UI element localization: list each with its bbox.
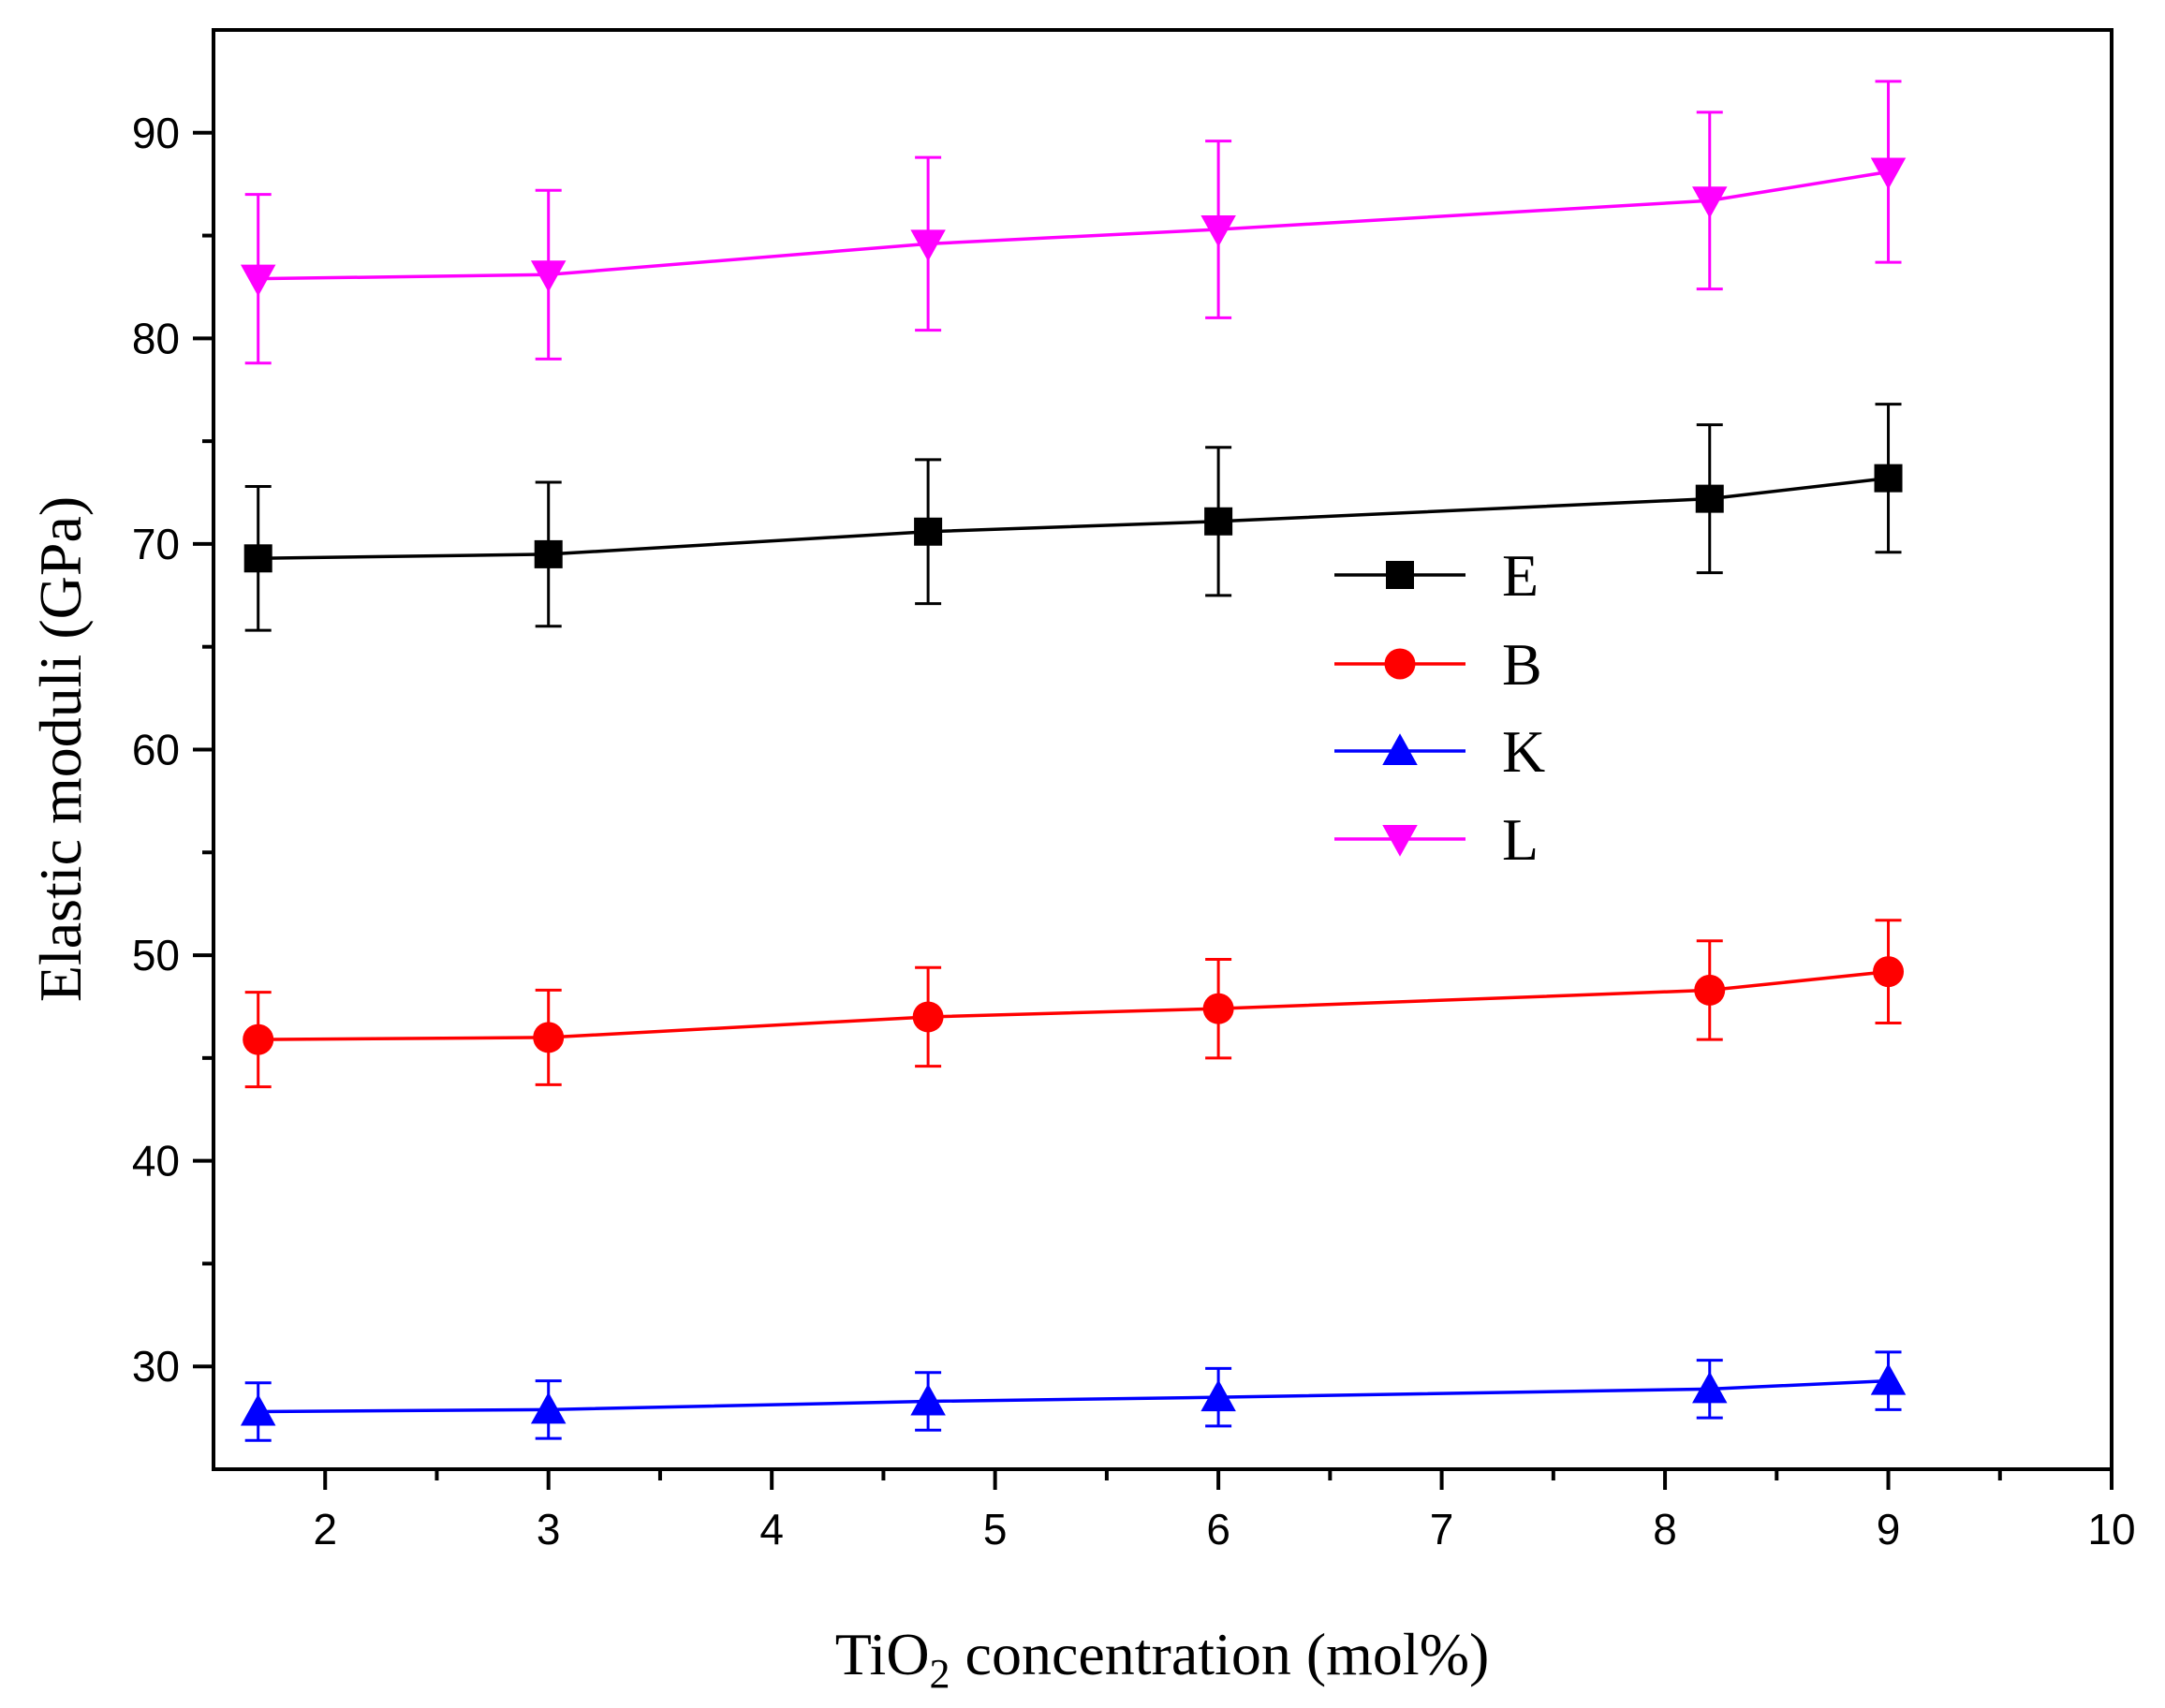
series-line-k bbox=[258, 1378, 1889, 1414]
x-tick-label: 6 bbox=[1206, 1505, 1230, 1553]
y-tick-label: 60 bbox=[132, 726, 180, 774]
data-point-e bbox=[914, 517, 943, 546]
y-tick-label: 30 bbox=[132, 1342, 180, 1391]
legend-marker-l bbox=[1382, 825, 1418, 857]
data-point-e bbox=[1695, 484, 1724, 513]
legend-label-b: B bbox=[1502, 631, 1542, 698]
data-point-l bbox=[530, 260, 567, 293]
data-point-l bbox=[1200, 214, 1236, 247]
y-tick-label: 50 bbox=[132, 931, 180, 979]
x-axis-title: TiO2 concentration (mol%) bbox=[835, 1621, 1490, 1697]
y-tick-label: 40 bbox=[132, 1137, 180, 1185]
series-e bbox=[243, 403, 1903, 632]
series-line-b bbox=[258, 969, 1889, 1041]
y-axis-ticks: 30 40 50 60 70 80 90 bbox=[132, 109, 214, 1391]
x-tick-label: 10 bbox=[2087, 1505, 2135, 1553]
y-tick-label: 70 bbox=[132, 520, 180, 568]
legend-marker-b bbox=[1384, 648, 1416, 680]
legend-label-k: K bbox=[1502, 718, 1545, 785]
data-point-k bbox=[910, 1383, 946, 1416]
y-tick-label: 80 bbox=[132, 314, 180, 362]
data-point-k bbox=[530, 1391, 567, 1424]
data-point-k bbox=[240, 1393, 276, 1426]
series-line-l bbox=[258, 169, 1889, 281]
series-l bbox=[240, 80, 1907, 365]
y-tick-label: 90 bbox=[132, 109, 180, 157]
x-tick-label: 2 bbox=[313, 1505, 337, 1553]
x-axis-ticks: 2 3 4 5 6 7 8 9 10 bbox=[313, 1469, 2136, 1553]
data-point-e bbox=[1204, 507, 1233, 536]
x-axis-title-subscript: 2 bbox=[930, 1651, 950, 1697]
data-point-b bbox=[1202, 993, 1234, 1024]
data-point-e bbox=[243, 544, 272, 573]
data-point-b bbox=[912, 1001, 944, 1033]
data-point-b bbox=[1694, 974, 1726, 1006]
data-point-e bbox=[1874, 464, 1903, 493]
x-axis-title-prefix: TiO bbox=[835, 1621, 930, 1687]
x-tick-label: 5 bbox=[983, 1505, 1008, 1553]
data-point-k bbox=[1870, 1362, 1907, 1395]
x-tick-label: 4 bbox=[759, 1505, 784, 1553]
data-point-l bbox=[1870, 157, 1907, 190]
x-tick-label: 3 bbox=[537, 1505, 561, 1553]
data-point-e bbox=[534, 539, 563, 568]
y-axis-title: Elastic moduli (GPa) bbox=[27, 496, 94, 1002]
data-point-b bbox=[533, 1022, 565, 1053]
series-b bbox=[243, 919, 1905, 1089]
legend-label-l: L bbox=[1502, 806, 1539, 873]
data-point-b bbox=[1873, 956, 1905, 988]
legend-marker-k bbox=[1382, 733, 1418, 765]
data-point-l bbox=[1692, 186, 1728, 218]
legend-label-e: E bbox=[1502, 542, 1539, 609]
x-tick-label: 7 bbox=[1430, 1505, 1454, 1553]
data-point-b bbox=[243, 1023, 274, 1055]
x-axis-title-suffix: concentration (mol%) bbox=[950, 1621, 1490, 1687]
x-tick-label: 8 bbox=[1653, 1505, 1677, 1553]
legend-marker-e bbox=[1386, 561, 1414, 589]
data-point-l bbox=[910, 229, 946, 262]
data-point-l bbox=[240, 264, 276, 297]
series-line-e bbox=[258, 476, 1889, 561]
series-k bbox=[240, 1350, 1907, 1442]
data-point-k bbox=[1200, 1379, 1236, 1412]
series-layer bbox=[240, 80, 1907, 1442]
x-tick-label: 9 bbox=[1877, 1505, 1901, 1553]
data-point-k bbox=[1692, 1371, 1728, 1404]
plot-frame bbox=[212, 28, 2113, 1471]
